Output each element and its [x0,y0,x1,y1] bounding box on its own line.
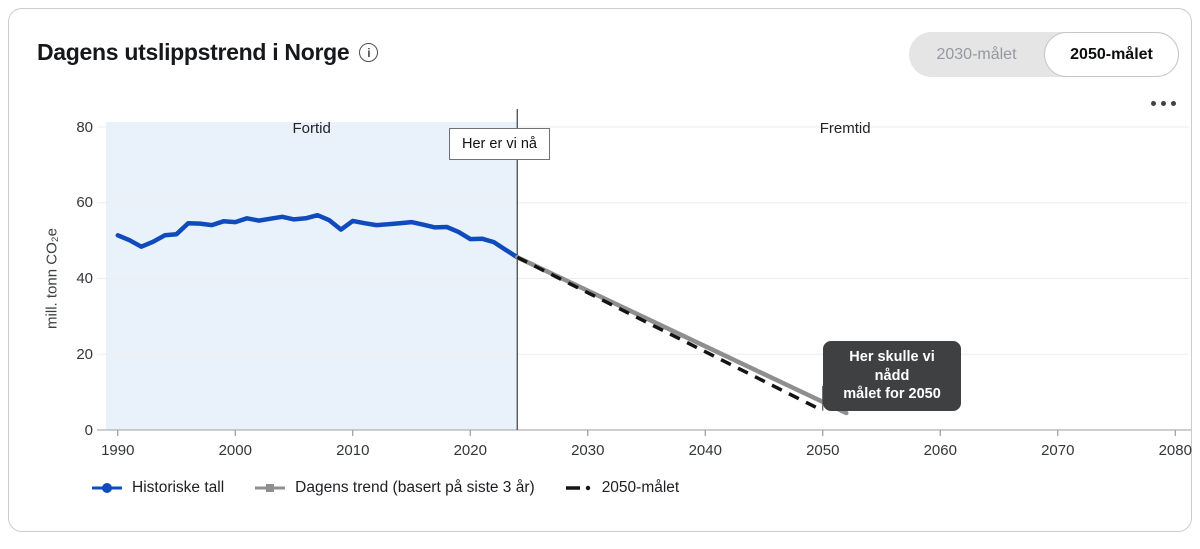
x-tick-label: 2010 [336,442,370,459]
y-tick-label: 40 [76,270,93,287]
legend-item-dagens-trend[interactable]: Dagens trend (basert på siste 3 år) [254,479,535,497]
context-menu-icon[interactable] [1148,98,1179,109]
x-tick-label: 1990 [101,442,135,459]
header: Dagens utslippstrend i Norge i [37,39,379,66]
legend-item-2050-malet[interactable]: 2050-målet [565,479,680,497]
chart-card: Dagens utslippstrend i Norge i 2030-måle… [8,8,1192,532]
page-title: Dagens utslippstrend i Norge [37,39,350,65]
x-tick-label: 2050 [806,442,840,459]
toggle-2050-malet[interactable]: 2050-målet [1044,32,1179,77]
dashed-goal-line-icon [565,485,590,491]
legend-label: Dagens trend (basert på siste 3 år) [295,479,535,496]
x-tick-label: 2030 [571,442,605,459]
goal-tooltip: Her skulle vi nådd målet for 2050 [823,341,961,411]
trend-line-icon [255,484,286,492]
y-tick-label: 60 [76,194,93,212]
past-zone-label: Fortid [292,120,331,137]
x-tick-label: 2080 [1158,442,1192,459]
legend: Historiske tall Dagens trend (basert på … [91,479,679,497]
x-tick-label: 2020 [453,442,487,459]
legend-item-historiske-tall[interactable]: Historiske tall [91,479,224,497]
y-tick-label: 0 [84,421,93,439]
x-tick-label: 2070 [1041,442,1075,459]
y-tick-label: 20 [76,345,93,363]
chart-canvas [97,109,1191,436]
goal-tooltip-line2: målet for 2050 [843,386,941,403]
x-tick-label: 2000 [218,442,252,459]
legend-label: Historiske tall [132,479,225,496]
toggle-2030-malet[interactable]: 2030-målet [936,45,1017,63]
x-tick-label: 2060 [923,442,957,459]
legend-label: 2050-målet [601,479,680,496]
y-tick-label: 80 [76,118,93,136]
chart-area: mill. tonn CO₂e 0 20 40 60 80 1990 2000 2010 20… [9,9,1200,549]
goal-tooltip-line1: Her skulle vi nådd [849,349,935,384]
historical-line-icon [92,483,122,493]
x-tick-label: 2040 [688,442,722,459]
goal-toggle: 2030-målet 2050-målet [909,32,1179,77]
info-icon[interactable]: i [359,43,379,62]
future-zone-label: Fremtid [819,120,871,137]
now-marker-label: Her er vi nå [449,128,550,160]
